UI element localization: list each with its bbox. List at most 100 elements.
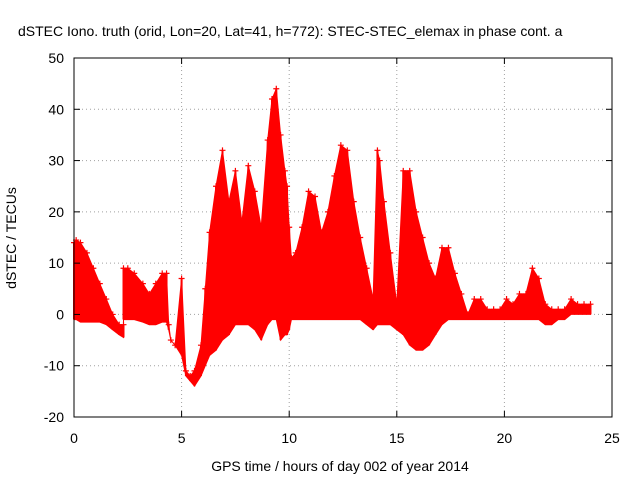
data-point-marker xyxy=(187,372,194,379)
data-point-marker xyxy=(197,342,204,349)
data-point-marker xyxy=(426,260,433,267)
x-tick-label: 25 xyxy=(604,430,620,446)
data-point-marker xyxy=(529,265,536,272)
data-point-marker xyxy=(419,234,426,241)
y-tick-label: 30 xyxy=(48,153,64,169)
x-tick-label: 15 xyxy=(389,430,405,446)
data-point-marker xyxy=(77,239,84,246)
data-point-marker xyxy=(497,306,504,313)
data-point-marker xyxy=(167,337,174,344)
data-point-marker xyxy=(191,367,198,374)
data-point-marker xyxy=(542,301,549,308)
data-point-marker xyxy=(458,290,465,297)
data-point-marker xyxy=(400,167,407,174)
data-point-marker xyxy=(574,301,581,308)
data-point-marker xyxy=(363,265,370,272)
data-point-marker xyxy=(163,270,170,277)
data-point-marker xyxy=(535,275,542,282)
data-point-marker xyxy=(357,234,364,241)
data-point-marker xyxy=(484,306,491,313)
series-band xyxy=(73,88,591,388)
data-point-marker xyxy=(374,147,381,154)
data-point-marker xyxy=(178,275,185,282)
data-point-marker xyxy=(268,96,275,103)
y-axis-title: dSTEC / TECUs xyxy=(3,187,19,289)
y-axis: -20 -10 0 10 20 30 40 50 xyxy=(44,50,612,425)
x-axis: 0 5 10 15 20 25 xyxy=(70,58,620,446)
data-point-marker xyxy=(232,167,239,174)
chart-title: dSTEC Iono. truth (orid, Lon=20, Lat=41,… xyxy=(18,23,563,39)
data-point-marker xyxy=(146,290,153,297)
data-point-marker xyxy=(120,321,127,328)
data-point-marker xyxy=(288,255,295,262)
data-point-marker xyxy=(568,296,575,303)
data-point-marker xyxy=(471,296,478,303)
data-point-marker xyxy=(172,342,179,349)
data-point-marker xyxy=(258,224,265,231)
data-point-marker xyxy=(90,265,97,272)
data-point-marker xyxy=(284,183,291,190)
data-point-marker xyxy=(286,224,293,231)
x-tick-label: 0 xyxy=(70,430,78,446)
data-point-marker xyxy=(490,306,497,313)
data-point-marker xyxy=(548,306,555,313)
data-point-marker xyxy=(139,280,146,287)
data-point-marker xyxy=(413,208,420,215)
data-point-marker xyxy=(451,270,458,277)
data-point-marker xyxy=(305,188,312,195)
data-point-marker xyxy=(350,198,357,205)
x-tick-label: 10 xyxy=(281,430,297,446)
data-point-marker xyxy=(264,137,271,144)
data-point-marker xyxy=(406,167,413,174)
data-point-marker xyxy=(324,208,331,215)
data-point-marker xyxy=(281,167,288,174)
data-point-marker xyxy=(337,142,344,149)
y-tick-label: 0 xyxy=(56,306,64,322)
data-point-marker xyxy=(182,367,189,374)
data-point-marker xyxy=(245,162,252,169)
data-point-marker xyxy=(510,301,517,308)
data-point-marker xyxy=(503,296,510,303)
data-point-marker xyxy=(312,193,319,200)
y-tick-label: 10 xyxy=(48,255,64,271)
data-point-marker xyxy=(225,198,232,205)
y-tick-label: -10 xyxy=(44,358,64,374)
plot-area xyxy=(71,85,594,388)
data-point-marker xyxy=(393,301,400,308)
data-point-marker xyxy=(587,301,594,308)
data-point-marker xyxy=(299,224,306,231)
data-point-marker xyxy=(152,280,159,287)
data-point-marker xyxy=(318,229,325,236)
data-point-marker xyxy=(219,147,226,154)
x-tick-label: 5 xyxy=(178,430,186,446)
data-point-marker xyxy=(331,172,338,179)
y-tick-label: 20 xyxy=(48,204,64,220)
data-point-marker xyxy=(376,157,383,164)
data-point-marker xyxy=(380,198,387,205)
data-point-marker xyxy=(273,85,280,92)
data-point-marker xyxy=(370,296,377,303)
data-point-marker xyxy=(103,296,110,303)
data-point-marker xyxy=(516,290,523,297)
y-tick-label: 50 xyxy=(48,50,64,66)
data-point-marker xyxy=(109,311,116,318)
data-point-marker xyxy=(344,147,351,154)
data-point-marker xyxy=(581,301,588,308)
data-point-marker xyxy=(213,183,220,190)
data-point-marker xyxy=(561,306,568,313)
y-tick-label: -20 xyxy=(44,409,64,425)
data-point-marker xyxy=(292,249,299,256)
data-point-marker xyxy=(522,290,529,297)
data-point-marker xyxy=(131,270,138,277)
data-point-marker xyxy=(464,311,471,318)
data-point-marker xyxy=(202,285,209,292)
data-point-marker xyxy=(251,188,258,195)
data-point-marker xyxy=(477,296,484,303)
data-point-marker xyxy=(124,265,131,272)
data-point-marker xyxy=(445,244,452,251)
data-point-marker xyxy=(96,280,103,287)
data-point-marker xyxy=(206,229,213,236)
data-point-marker xyxy=(83,249,90,256)
data-point-marker xyxy=(277,131,284,138)
x-tick-label: 20 xyxy=(497,430,513,446)
